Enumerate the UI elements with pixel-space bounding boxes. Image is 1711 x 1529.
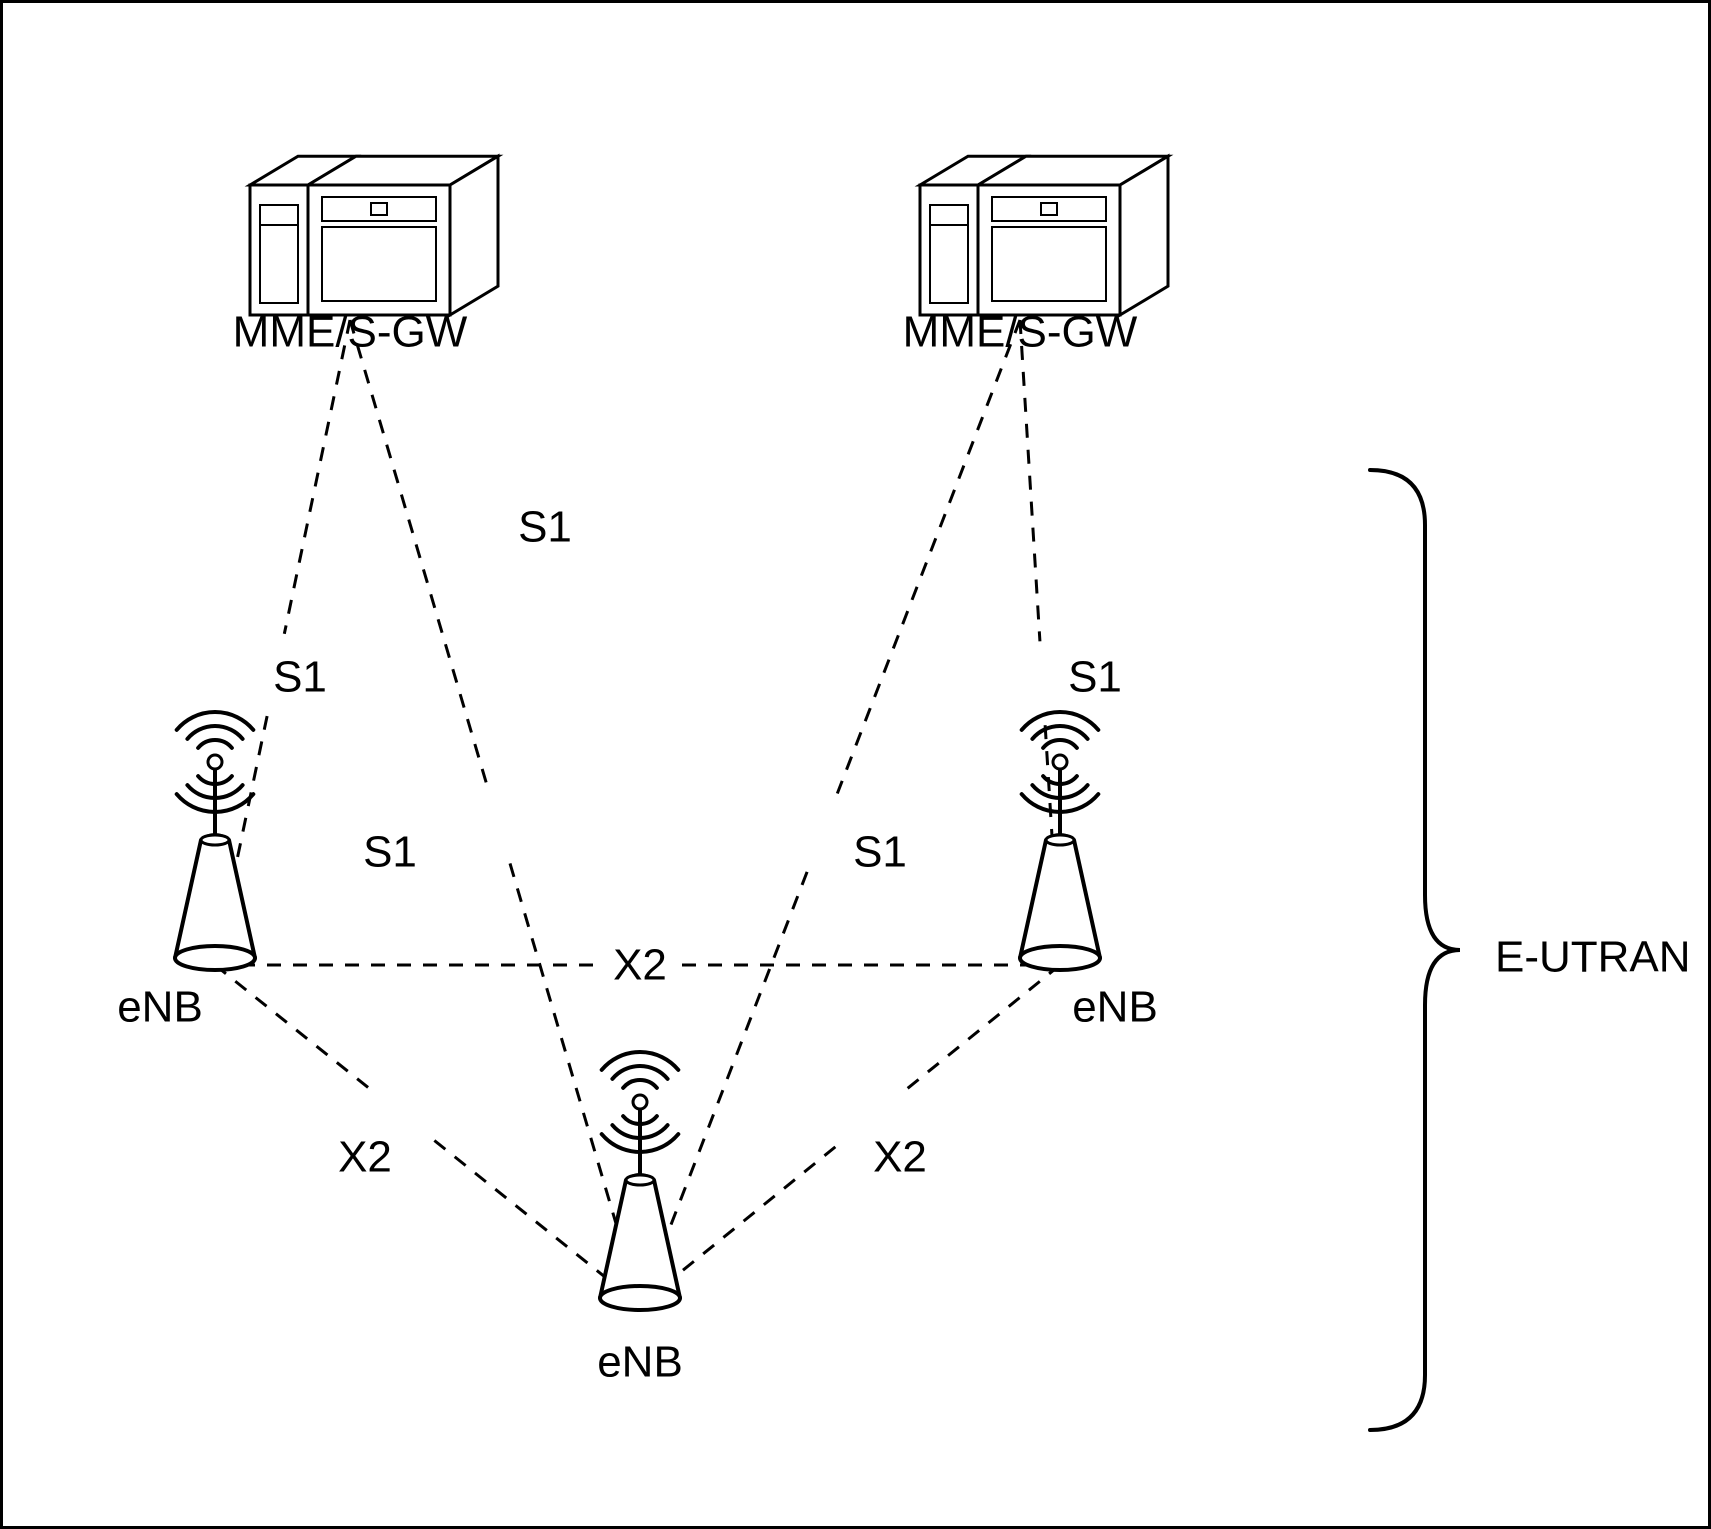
- node-enb1: eNB: [117, 712, 255, 1032]
- brace-label: E-UTRAN: [1495, 933, 1691, 982]
- edge: [1020, 320, 1040, 641]
- antenna-icon: [175, 712, 255, 970]
- edge-label: S1: [853, 828, 907, 877]
- node-mme1: MME/S-GW: [233, 156, 498, 356]
- node-label: eNB: [117, 983, 203, 1032]
- server-icon: [920, 156, 1168, 315]
- edge-label: X2: [873, 1133, 927, 1182]
- edge: [215, 965, 369, 1088]
- edge-label: X2: [338, 1133, 392, 1182]
- antenna-icon: [1020, 712, 1100, 970]
- server-icon: [250, 156, 498, 315]
- nodes: MME/S-GW MME/S-GW eNB eNB eNB: [117, 156, 1168, 1386]
- node-label: MME/S-GW: [233, 308, 468, 357]
- edges: S1 S1 S1 S1 X2 X2 X2: [215, 320, 1122, 1305]
- edge: [837, 320, 1020, 794]
- edge: [284, 320, 350, 634]
- edge-label: S1: [1068, 653, 1122, 702]
- antenna-icon: [600, 1052, 680, 1310]
- node-label: MME/S-GW: [903, 308, 1138, 357]
- node-enb3: eNB: [597, 1052, 683, 1387]
- edge-label: S1: [273, 653, 327, 702]
- edge-label: X2: [613, 941, 667, 990]
- node-label: eNB: [1072, 983, 1158, 1032]
- edge-label: S1: [363, 828, 417, 877]
- edge: [350, 320, 486, 783]
- brace: [1370, 470, 1460, 1430]
- node-mme2: MME/S-GW: [903, 156, 1168, 356]
- edge: [901, 965, 1060, 1094]
- node-enb2: eNB: [1020, 712, 1158, 1032]
- node-label: eNB: [597, 1338, 683, 1387]
- interface-label: S1: [518, 503, 572, 552]
